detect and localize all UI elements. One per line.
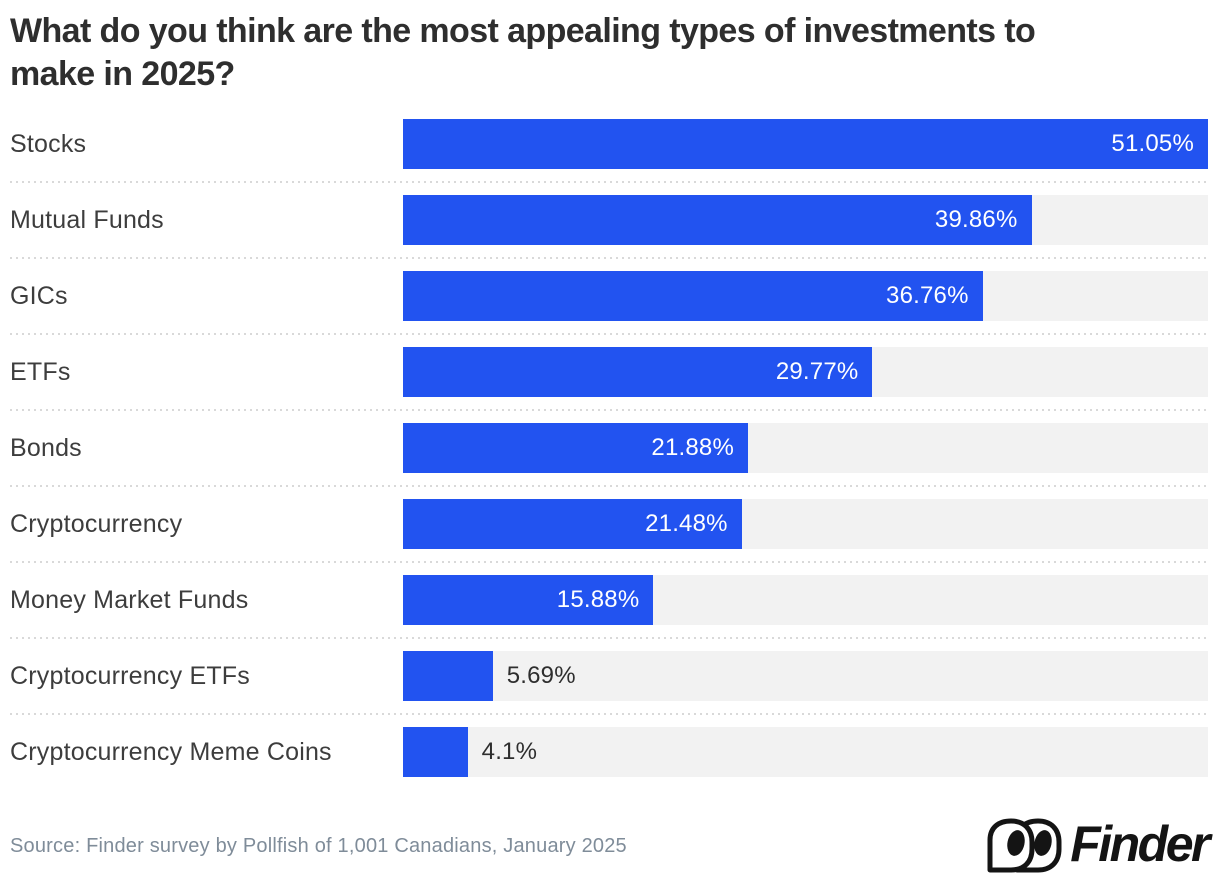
bar: 21.48%: [403, 499, 742, 549]
bar-row: Cryptocurrency 21.48%: [10, 487, 1208, 561]
bar-chart: Stocks 51.05% Mutual Funds 39.86% GICs: [10, 107, 1208, 789]
bar-row: Mutual Funds 39.86%: [10, 183, 1208, 257]
finder-logo: Finder: [985, 816, 1210, 874]
value-label: 15.88%: [556, 586, 640, 613]
bar-row: Bonds 21.88%: [10, 411, 1208, 485]
bar: 15.88%: [403, 575, 654, 625]
finder-wordmark: Finder: [1070, 816, 1210, 872]
value-label: 36.76%: [886, 282, 969, 309]
row-separator: [10, 409, 1208, 411]
bar-row: Cryptocurrency ETFs 5.69%: [10, 639, 1208, 713]
bar: 21.88%: [403, 423, 749, 473]
row-separator: [10, 713, 1208, 715]
bar-row: Money Market Funds 15.88%: [10, 563, 1208, 637]
bar-row: ETFs 29.77%: [10, 335, 1208, 409]
row-separator: [10, 485, 1208, 487]
bar: 29.77%: [403, 347, 873, 397]
source-note: Source: Finder survey by Pollfish of 1,0…: [10, 834, 627, 857]
bar-track: 5.69%: [403, 651, 1208, 701]
category-label: Stocks: [10, 129, 87, 158]
bar-track: 15.88%: [403, 575, 1208, 625]
row-separator: [10, 637, 1208, 639]
category-label: GICs: [10, 281, 68, 310]
bar-track: 51.05%: [403, 119, 1208, 169]
bar-track: 21.88%: [403, 423, 1208, 473]
row-separator: [10, 333, 1208, 335]
value-label: 39.86%: [934, 206, 1018, 233]
value-label: 21.88%: [651, 434, 735, 461]
bar-track: 29.77%: [403, 347, 1208, 397]
bar-track: 39.86%: [403, 195, 1208, 245]
row-separator: [10, 257, 1208, 259]
bar: 51.05%: [403, 119, 1208, 169]
row-separator: [10, 561, 1208, 563]
footer: Source: Finder survey by Pollfish of 1,0…: [10, 816, 1210, 874]
category-label: Bonds: [10, 433, 82, 462]
value-label: 4.1%: [481, 738, 538, 765]
bar-track: 21.48%: [403, 499, 1208, 549]
row-separator: [10, 181, 1208, 183]
chart-title: What do you think are the most appealing…: [10, 12, 1036, 93]
bar-track: 4.1%: [403, 727, 1208, 777]
bar: [403, 651, 493, 701]
category-label: Cryptocurrency ETFs: [10, 661, 250, 690]
value-label: 5.69%: [506, 662, 576, 689]
bar-row: Cryptocurrency Meme Coins 4.1%: [10, 715, 1208, 789]
value-label: 51.05%: [1111, 130, 1194, 157]
bar: 36.76%: [403, 271, 983, 321]
bar: [403, 727, 468, 777]
category-label: Mutual Funds: [10, 205, 164, 234]
bar-row: GICs 36.76%: [10, 259, 1208, 333]
category-label: Cryptocurrency Meme Coins: [10, 737, 332, 766]
bar: 39.86%: [403, 195, 1032, 245]
bar-row: Stocks 51.05%: [10, 107, 1208, 181]
category-label: Money Market Funds: [10, 585, 249, 614]
category-label: ETFs: [10, 357, 71, 386]
bar-track: 36.76%: [403, 271, 1208, 321]
finder-eyes-icon: [987, 818, 1062, 873]
value-label: 21.48%: [645, 510, 728, 537]
category-label: Cryptocurrency: [10, 509, 183, 538]
value-label: 29.77%: [775, 358, 859, 385]
